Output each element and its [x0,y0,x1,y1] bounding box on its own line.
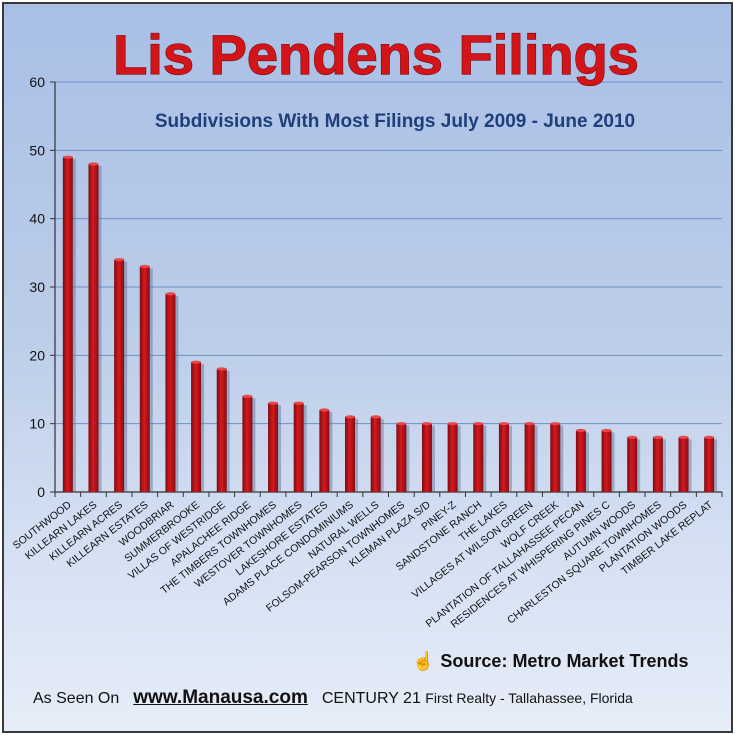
bar [370,415,384,492]
y-tick-label: 20 [29,347,45,363]
bar-cap [550,422,561,426]
y-tick-label: 10 [29,416,45,432]
bar [216,367,230,492]
bar-body [396,423,407,492]
bar-cap [216,367,227,371]
bar [601,428,615,492]
y-tick-label: 50 [29,142,45,158]
bar-body [268,403,279,492]
bar-body [370,416,381,492]
bar [652,435,666,492]
bar-body [550,423,561,492]
bar [550,422,564,492]
bar [678,435,692,492]
y-tick-label: 40 [29,211,45,227]
bar [62,155,76,492]
source-note: ☝ Source: Metro Market Trends [412,651,732,672]
brand-detail: First Realty - Tallahassee, Florida [425,690,633,706]
bar-body [421,423,432,492]
bar-body [575,430,586,492]
bar-cap [165,292,176,296]
bar-cap [191,360,202,364]
bar [498,422,512,492]
bar [396,422,410,492]
y-tick-label: 60 [29,74,45,90]
bar [345,415,359,492]
bar [293,401,307,492]
bar [704,435,718,492]
hand-pointer-icon: ☝ [412,651,435,671]
bar-cap [704,435,715,439]
bar-cap [652,435,663,439]
bar [319,408,333,492]
bar [88,162,102,492]
bar-body [704,437,715,492]
bar-cap [345,415,356,419]
bar-body [627,437,638,492]
bar-cap [62,155,73,159]
bar-body [447,423,458,492]
bar-body [165,293,176,492]
bar-body [601,430,612,492]
y-tick-label: 30 [29,279,45,295]
bar-cap [88,162,99,166]
bar-cap [421,422,432,426]
bar-body [62,157,73,492]
bar [139,264,153,492]
bar-body [293,403,304,492]
bar-cap [139,264,150,269]
bar-cap [293,401,304,405]
bar [242,394,256,492]
bar-body [498,423,509,492]
bar-cap [678,435,689,439]
chart-subtitle: Subdivisions With Most Filings July 2009… [155,111,635,132]
bar-cap [447,422,458,426]
bar [268,401,282,492]
as-seen-on-label: As Seen On [33,690,120,707]
brand-name: CENTURY 21 [321,690,421,707]
bar-body [652,437,663,492]
y-tick-label: 0 [37,484,45,500]
bar-body [139,266,150,492]
bar-cap [242,394,253,398]
bar-cap [114,258,125,262]
bar-cap [473,422,484,426]
footer-credits: As Seen On www.Manausa.com CENTURY 21 Firs… [33,687,728,709]
bar-cap [370,415,381,419]
bar-cap [498,422,509,426]
bar-cap [601,428,612,433]
bar-body [524,423,535,492]
bar [421,422,435,492]
bar-body [678,437,689,492]
bar [114,258,128,492]
bar [191,360,205,492]
bar [575,428,589,492]
bar-cap [524,422,535,426]
bar-body [242,396,253,492]
website-link[interactable]: www.Manausa.com [133,687,308,708]
bar-body [473,423,484,492]
bar-body [319,410,330,492]
bar-body [191,362,202,492]
bar-body [114,259,125,492]
bar [447,422,461,492]
bar-cap [319,408,330,412]
bar [627,435,641,492]
bar-body [88,164,99,492]
bar [165,292,179,492]
chart-title: Lis Pendens Filings [113,23,639,86]
bar-body [216,369,227,492]
bar [524,422,538,492]
source-text: Source: Metro Market Trends [440,651,689,671]
bar-cap [396,422,407,426]
bar [473,422,487,492]
bar-cap [627,435,638,439]
bar-body [345,416,356,492]
bar-cap [268,401,279,405]
bar-cap [575,428,586,433]
